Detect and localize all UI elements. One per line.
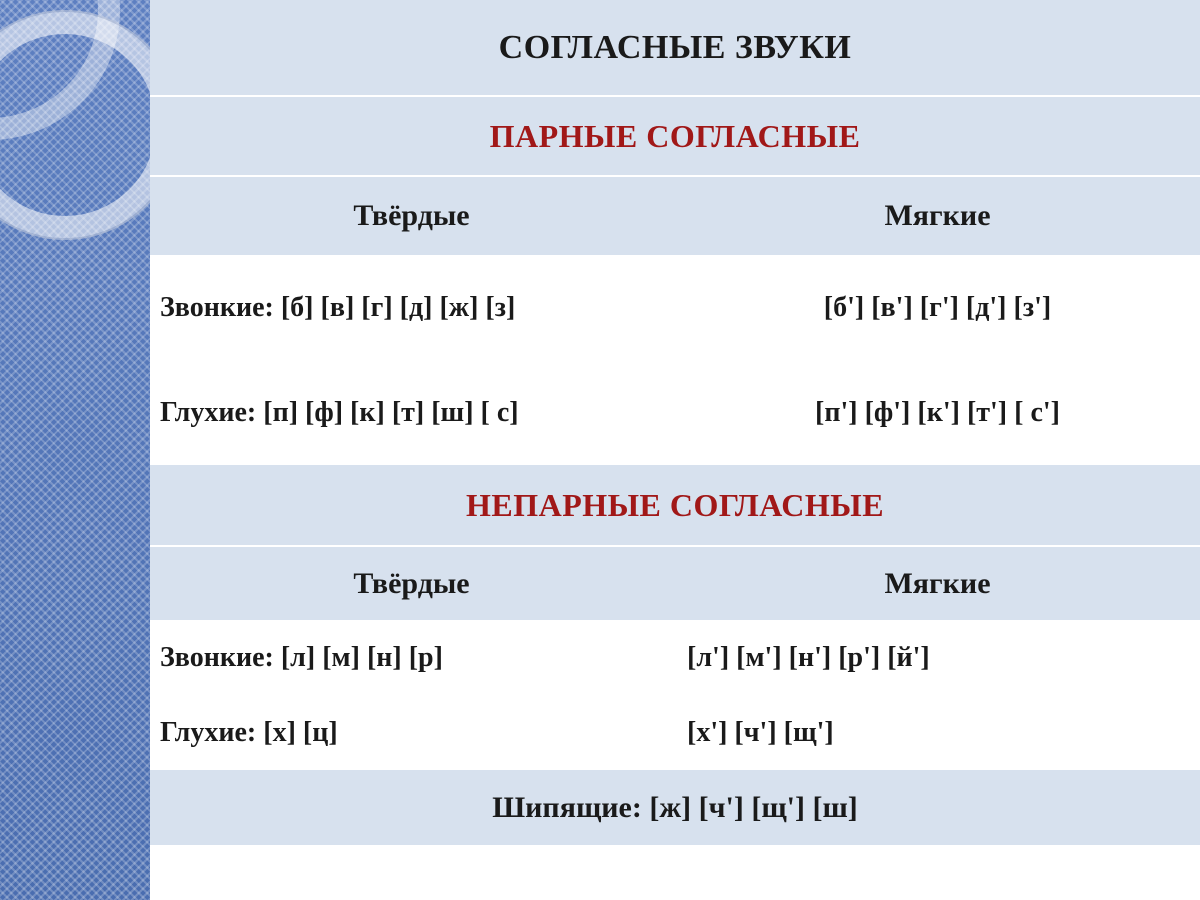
col-hard: Твёрдые: [150, 177, 675, 255]
unpaired-voiceless-row: Глухие: [х] [ц] [х'] [ч'] [щ']: [150, 695, 1200, 770]
table-title-row: СОГЛАСНЫЕ ЗВУКИ: [150, 0, 1200, 95]
hissing-row: Шипящие: [ж] [ч'] [щ'] [ш]: [150, 770, 1200, 845]
unpaired-voiced-hard: Звонкие: [л] [м] [н] [р]: [150, 620, 675, 695]
unpaired-heading-row: НЕПАРНЫЕ СОГЛАСНЫЕ: [150, 465, 1200, 545]
paired-columns-row: Твёрдые Мягкие: [150, 175, 1200, 255]
table-title: СОГЛАСНЫЕ ЗВУКИ: [499, 29, 852, 67]
paired-heading: ПАРНЫЕ СОГЛАСНЫЕ: [490, 118, 861, 155]
unpaired-heading: НЕПАРНЫЕ СОГЛАСНЫЕ: [466, 487, 884, 524]
paired-voiced-soft: [б'] [в'] [г'] [д'] [з']: [675, 255, 1200, 360]
paired-voiced-row: Звонкие: [б] [в] [г] [д] [ж] [з] [б'] [в…: [150, 255, 1200, 360]
unpaired-columns-row: Твёрдые Мягкие: [150, 545, 1200, 620]
col-soft: Мягкие: [675, 547, 1200, 620]
hissing-text: Шипящие: [ж] [ч'] [щ'] [ш]: [492, 791, 858, 825]
unpaired-voiced-soft: [л'] [м'] [н'] [р'] [й']: [675, 620, 1200, 695]
paired-voiceless-hard: Глухие: [п] [ф] [к] [т] [ш] [ с]: [150, 360, 675, 465]
unpaired-voiceless-soft: [х'] [ч'] [щ']: [675, 695, 1200, 770]
consonants-table: СОГЛАСНЫЕ ЗВУКИ ПАРНЫЕ СОГЛАСНЫЕ Твёрдые…: [150, 0, 1200, 900]
paired-voiceless-row: Глухие: [п] [ф] [к] [т] [ш] [ с] [п'] [ф…: [150, 360, 1200, 465]
col-soft: Мягкие: [675, 177, 1200, 255]
paired-voiceless-soft: [п'] [ф'] [к'] [т'] [ с']: [675, 360, 1200, 465]
decorative-left-band: [0, 0, 150, 900]
unpaired-voiceless-hard: Глухие: [х] [ц]: [150, 695, 675, 770]
paired-heading-row: ПАРНЫЕ СОГЛАСНЫЕ: [150, 95, 1200, 175]
col-hard: Твёрдые: [150, 547, 675, 620]
paired-voiced-hard: Звонкие: [б] [в] [г] [д] [ж] [з]: [150, 255, 675, 360]
unpaired-voiced-row: Звонкие: [л] [м] [н] [р] [л'] [м'] [н'] …: [150, 620, 1200, 695]
